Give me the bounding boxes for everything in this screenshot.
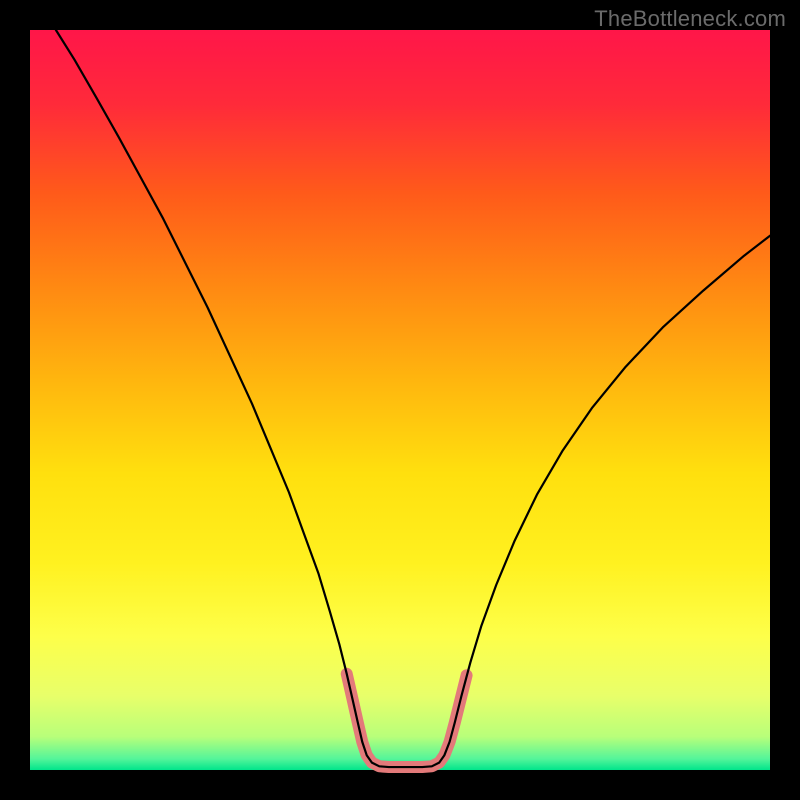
figure-frame: TheBottleneck.com (0, 0, 800, 800)
bottleneck-curve-plot (0, 0, 800, 800)
gradient-background (30, 30, 770, 770)
watermark-text: TheBottleneck.com (594, 6, 786, 32)
